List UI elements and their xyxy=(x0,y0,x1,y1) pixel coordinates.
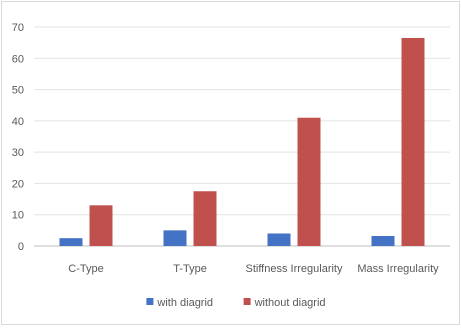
bar-with-diagrid-3 xyxy=(371,235,395,246)
legend-label: without diagrid xyxy=(254,297,326,309)
y-tick-label: 0 xyxy=(18,241,24,253)
chart-border xyxy=(1,1,460,325)
x-tick-label: C-Type xyxy=(68,263,103,275)
legend: with diagrid without diagrid xyxy=(146,297,326,309)
x-tick-label: T-Type xyxy=(173,263,207,275)
bar-without-diagrid-2 xyxy=(297,117,321,246)
x-tick-label: Mass Irregularity xyxy=(357,263,439,275)
bar-with-diagrid-1 xyxy=(163,230,187,246)
x-axis-ticks: C-Type T-Type Stiffness Irregularity Mass I… xyxy=(68,263,439,275)
x-tick-label: Stiffness Irregularity xyxy=(245,263,343,275)
y-tick-label: 10 xyxy=(12,210,24,222)
legend-swatch xyxy=(146,298,154,305)
y-tick-label: 20 xyxy=(12,178,24,190)
bar-without-diagrid-0 xyxy=(89,205,113,246)
y-tick-label: 50 xyxy=(12,85,24,97)
bar-with-diagrid-2 xyxy=(267,233,291,246)
legend-label: with diagrid xyxy=(156,297,213,309)
y-axis-ticks: 0 10 20 30 40 50 60 70 xyxy=(12,22,24,253)
y-tick-label: 40 xyxy=(12,116,24,128)
legend-swatch xyxy=(243,298,251,305)
bars xyxy=(59,37,425,247)
y-tick-label: 60 xyxy=(12,53,24,65)
y-tick-label: 70 xyxy=(12,22,24,34)
y-tick-label: 30 xyxy=(12,147,24,159)
bar-without-diagrid-3 xyxy=(401,37,425,247)
bar-without-diagrid-1 xyxy=(193,191,217,246)
bar-with-diagrid-0 xyxy=(59,238,83,246)
